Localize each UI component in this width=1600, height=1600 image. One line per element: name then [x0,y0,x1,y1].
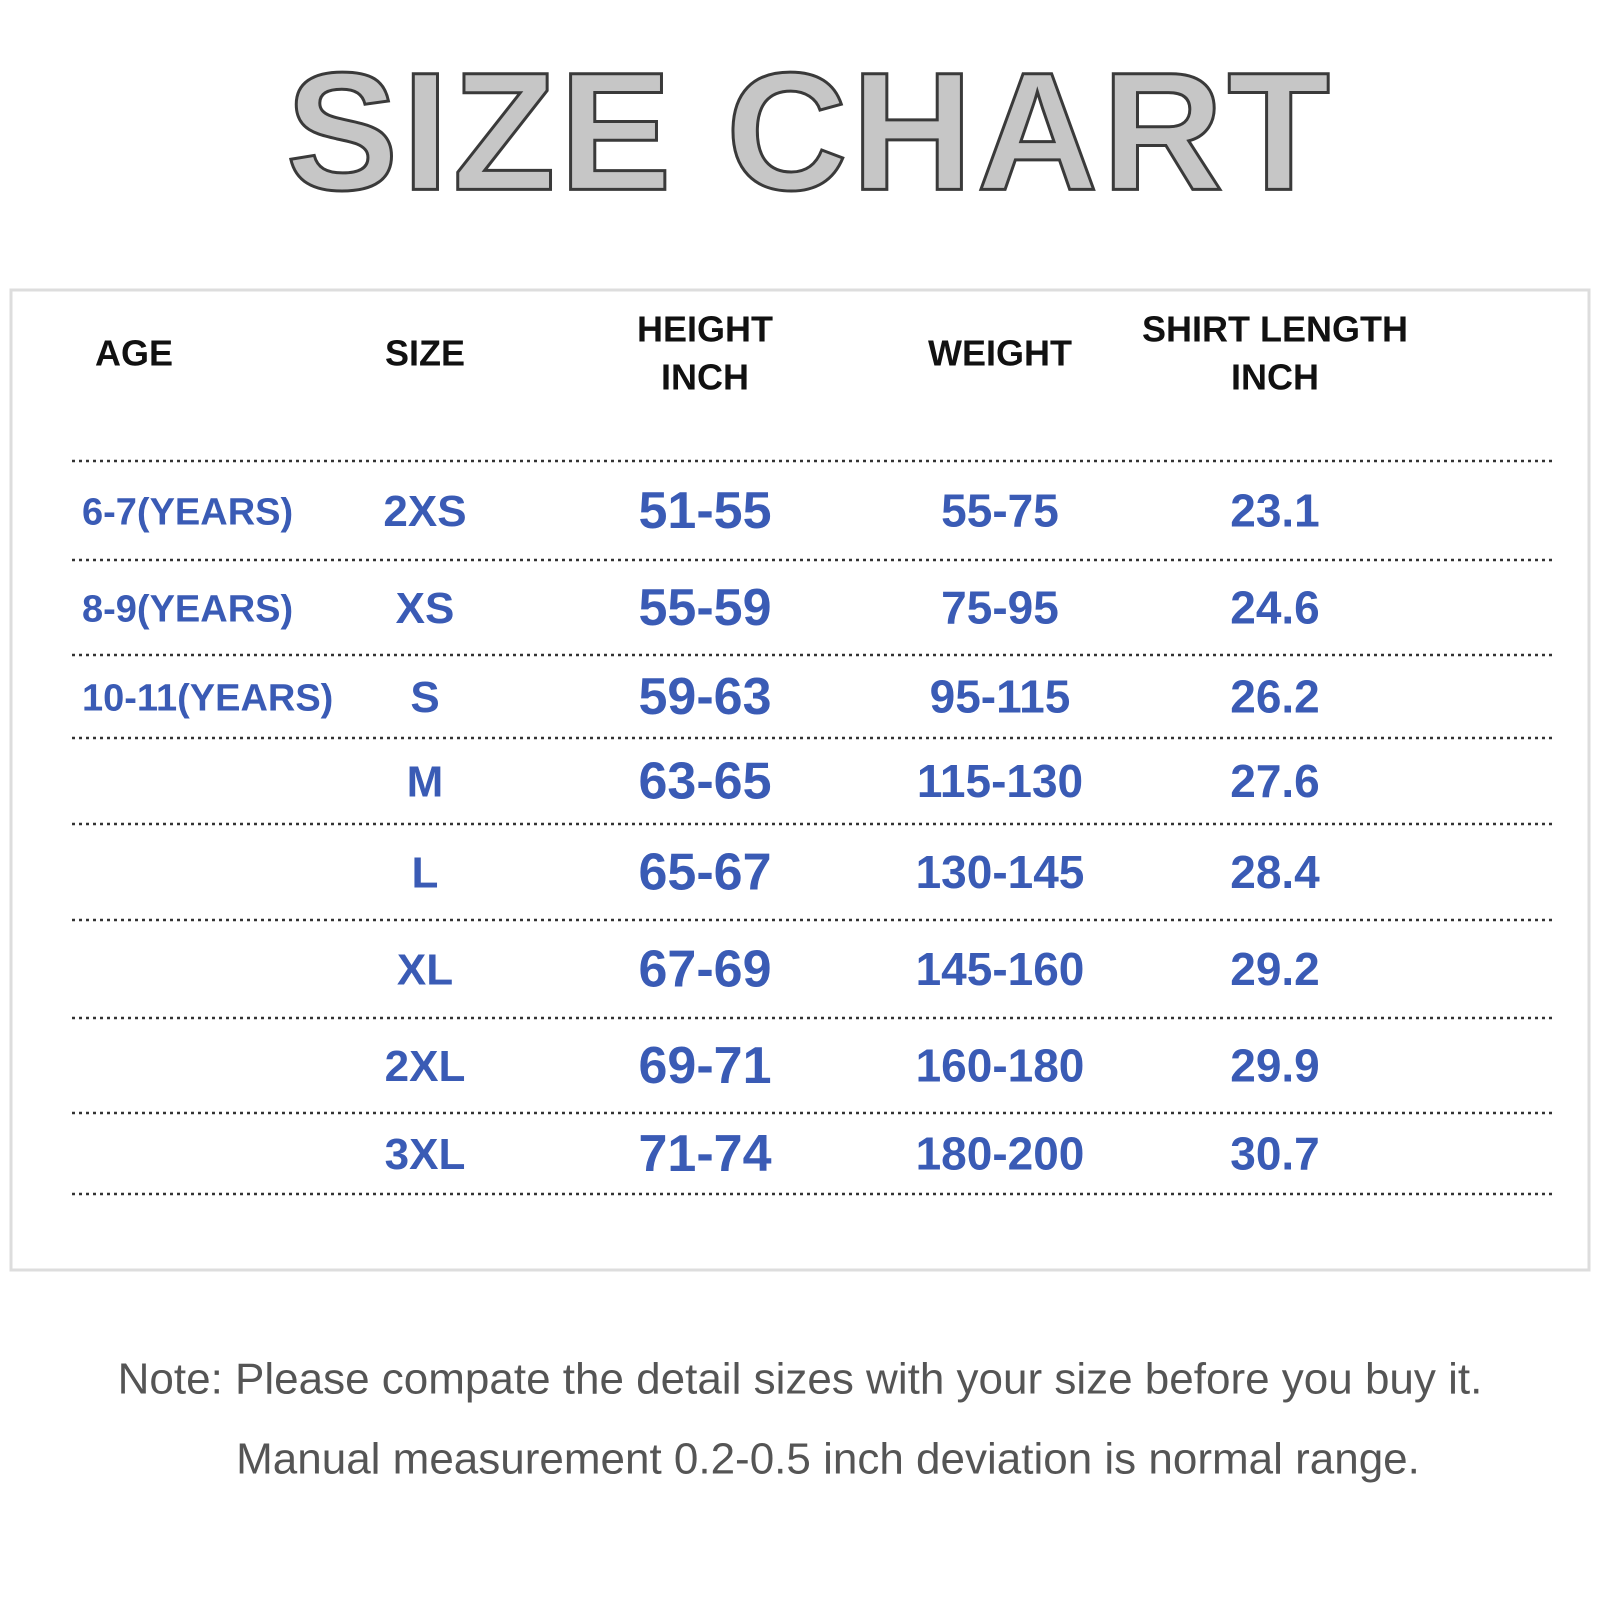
age-cell: 10-11(YEARS) [82,678,333,720]
table-cell: XL [397,946,453,995]
table-frame [9,288,1591,1272]
column-header: SHIRT LENGTH [1142,309,1408,350]
table-cell: 115-130 [917,755,1083,807]
note: Note: Please compate the detail sizes wi… [118,1355,1483,1404]
table-cell: 145-160 [916,943,1085,995]
age-cell: 6-7(YEARS) [82,492,293,534]
column-header: INCH [1231,357,1319,398]
table-cell: 59-63 [639,668,772,726]
table-cell: 160-180 [916,1040,1085,1092]
size-table: AGE SIZE HEIGHT INCH WEIGHT SHIRT LENGTH INCH 6… [72,309,1555,1196]
table-cell: 55-75 [941,485,1059,537]
table-cell: M [407,758,444,807]
table-cell: L [412,849,439,898]
table-cell: 29.2 [1230,943,1320,995]
column-header: HEIGHT [637,309,773,350]
table-cell: 23.1 [1230,485,1320,537]
note: Manual measurement 0.2-0.5 inch deviatio… [236,1435,1420,1484]
table-cell: 51-55 [639,482,772,540]
column-header: WEIGHT [928,333,1072,374]
table-cell: 75-95 [941,582,1059,634]
table-cell: 65-67 [639,844,772,902]
table-cell: 95-115 [930,671,1071,723]
table-cell: 30.7 [1230,1128,1320,1180]
table-cell: 130-145 [916,846,1085,898]
age-cell: 8-9(YEARS) [82,589,293,631]
column-header: SIZE [385,333,465,374]
table-cell: 27.6 [1230,755,1320,807]
table-cell: 69-71 [639,1037,772,1095]
table-cell: 29.9 [1230,1040,1320,1092]
title: SIZE CHART [286,37,1334,225]
table-cell: 3XL [385,1130,466,1179]
table-cell: 63-65 [639,753,772,811]
column-header: AGE [95,333,173,374]
table-cell: 2XS [383,487,466,536]
table-cell: 71-74 [639,1125,772,1183]
table-cell: 26.2 [1230,671,1320,723]
column-header: INCH [661,357,749,398]
table-cell: 180-200 [916,1128,1085,1180]
table-cell: S [410,673,439,722]
table-cell: XS [396,584,455,633]
table-cell: 67-69 [639,941,772,999]
table-cell: 2XL [385,1042,466,1091]
table-cell: 24.6 [1230,582,1320,634]
table-cell: 55-59 [639,579,772,637]
table-cell: 28.4 [1230,846,1320,898]
